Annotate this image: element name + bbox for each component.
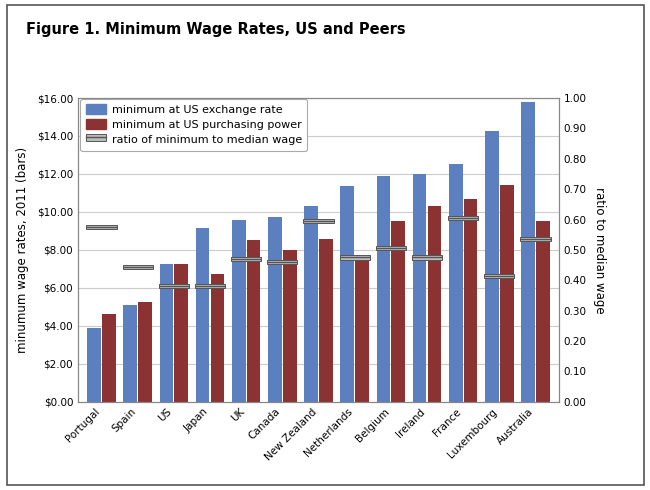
Bar — [412, 255, 442, 260]
Bar — [87, 328, 101, 402]
Bar — [196, 228, 209, 402]
Bar — [521, 237, 551, 242]
Bar — [247, 241, 261, 402]
Y-axis label: ratio to median wage: ratio to median wage — [593, 187, 606, 313]
Y-axis label: minumum wage rates, 2011 (bars): minumum wage rates, 2011 (bars) — [16, 147, 29, 353]
Bar — [231, 257, 261, 261]
Bar — [449, 164, 463, 402]
Bar — [484, 273, 514, 278]
Bar — [500, 185, 514, 402]
Bar — [304, 206, 318, 402]
Bar — [448, 216, 478, 220]
Bar — [341, 186, 354, 402]
Bar — [174, 264, 188, 402]
Legend: minimum at US exchange rate, minimum at US purchasing power, ratio of minimum to: minimum at US exchange rate, minimum at … — [81, 98, 307, 151]
Bar — [340, 255, 370, 260]
Bar — [195, 284, 225, 289]
Bar — [319, 239, 333, 402]
Bar — [463, 198, 478, 402]
Bar — [376, 176, 390, 402]
Bar — [521, 102, 535, 402]
Bar — [211, 273, 224, 402]
Bar — [413, 174, 426, 402]
Bar — [124, 305, 137, 402]
Bar — [283, 250, 296, 402]
Bar — [355, 258, 369, 402]
Bar — [159, 284, 189, 289]
Bar — [428, 206, 441, 402]
Bar — [86, 225, 116, 229]
Text: Figure 1. Minimum Wage Rates, US and Peers: Figure 1. Minimum Wage Rates, US and Pee… — [26, 22, 406, 37]
Bar — [123, 265, 153, 269]
Bar — [268, 217, 282, 402]
Bar — [485, 131, 499, 402]
Bar — [232, 220, 246, 402]
Bar — [304, 219, 333, 223]
Bar — [376, 246, 406, 250]
Bar — [391, 221, 405, 402]
Bar — [267, 260, 297, 264]
Bar — [536, 221, 550, 402]
Bar — [138, 302, 152, 402]
Bar — [102, 314, 116, 402]
Bar — [159, 264, 174, 402]
